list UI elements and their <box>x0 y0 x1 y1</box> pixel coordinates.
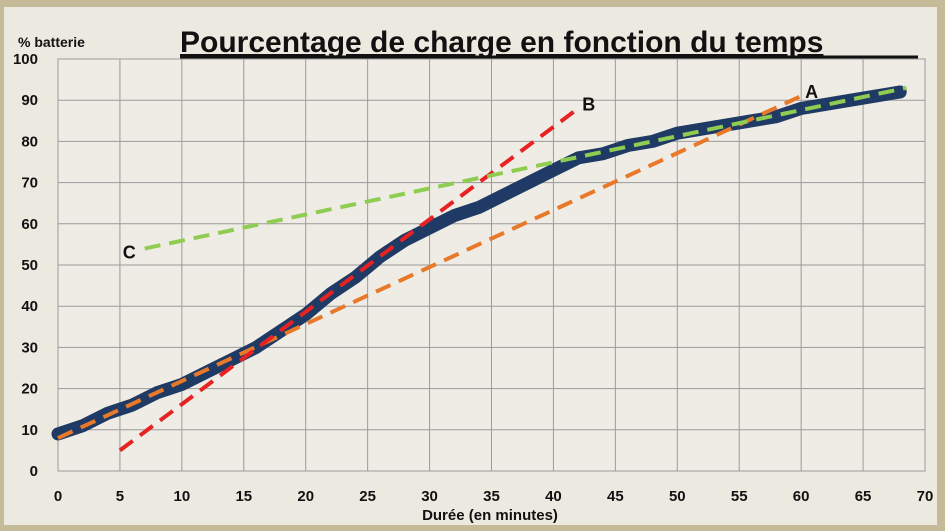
y-tick-label: 10 <box>21 422 38 439</box>
x-tick-label: 55 <box>731 488 748 505</box>
x-tick-label: 65 <box>855 488 872 505</box>
y-tick-label: 0 <box>30 463 38 480</box>
x-tick-label: 15 <box>235 488 252 505</box>
data-point <box>57 432 59 435</box>
tangent-label-b: B <box>582 94 595 114</box>
data-point <box>899 90 902 93</box>
y-tick-label: 30 <box>21 339 38 356</box>
data-point <box>849 99 852 102</box>
x-axis-label: Durée (en minutes) <box>422 507 558 524</box>
chart-title: Pourcentage de charge en fonction du tem… <box>180 26 823 59</box>
data-point <box>527 181 530 184</box>
x-tick-label: 0 <box>54 488 62 505</box>
y-tick-label: 50 <box>21 257 38 274</box>
x-tick-label: 40 <box>545 488 562 505</box>
x-tick-label: 35 <box>483 488 500 505</box>
y-axis-label: % batterie <box>18 34 85 50</box>
y-tick-label: 100 <box>13 51 38 68</box>
data-point <box>775 115 778 118</box>
data-point <box>725 123 728 126</box>
x-tick-label: 60 <box>793 488 810 505</box>
data-point <box>676 132 679 135</box>
y-tick-label: 70 <box>21 175 38 192</box>
tangent-c <box>144 85 907 251</box>
x-tick-label: 45 <box>607 488 624 505</box>
x-tick-label: 10 <box>174 488 191 505</box>
data-point <box>800 107 803 110</box>
y-tick-label: 80 <box>21 133 38 150</box>
data-point <box>255 346 258 349</box>
tangent-a <box>57 94 802 440</box>
data-point <box>824 103 827 106</box>
x-tick-label: 20 <box>297 488 314 505</box>
x-tick-label: 70 <box>917 488 934 505</box>
data-point <box>502 193 505 196</box>
data-point <box>874 95 877 98</box>
data-point <box>626 144 629 147</box>
y-tick-label: 40 <box>21 298 38 315</box>
x-tick-label: 25 <box>359 488 376 505</box>
data-point <box>354 276 357 279</box>
x-tick-label: 30 <box>421 488 438 505</box>
data-point <box>379 255 382 258</box>
data-point <box>428 226 431 229</box>
data-point <box>180 383 183 386</box>
data-point <box>478 206 481 209</box>
data-point <box>577 156 580 159</box>
data-point <box>552 169 555 172</box>
y-tick-label: 90 <box>21 92 38 109</box>
data-point <box>701 128 704 131</box>
data-point <box>601 152 604 155</box>
y-tick-label: 20 <box>21 381 38 398</box>
tangent-label-c: C <box>123 243 136 263</box>
x-tick-label: 50 <box>669 488 686 505</box>
data-point <box>453 214 456 217</box>
data-point <box>651 140 654 143</box>
y-tick-label: 60 <box>21 216 38 233</box>
tangent-b <box>118 106 580 453</box>
x-tick-label: 5 <box>116 488 124 505</box>
tangent-label-a: A <box>805 82 818 102</box>
